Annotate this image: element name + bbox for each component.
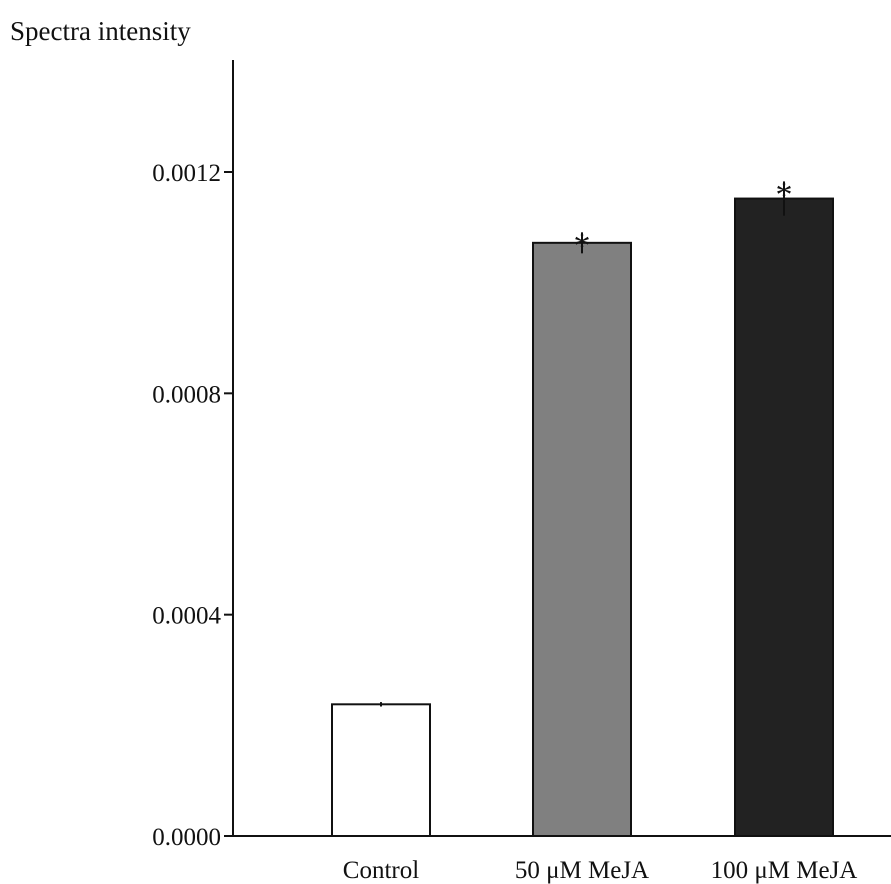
y-tick-label: 0.0000 xyxy=(152,824,221,851)
y-tick-label: 0.0004 xyxy=(152,603,221,630)
y-axis-label: Spectra intensity xyxy=(10,16,191,46)
bar xyxy=(331,703,431,837)
bar xyxy=(734,197,834,837)
x-tick-label: 100 μM MeJA xyxy=(711,857,858,884)
y-axis-ticks: 0.0000 0.0004 0.0008 0.0012 xyxy=(152,160,233,851)
x-tick-label: Control xyxy=(343,857,419,884)
significance-marker: * xyxy=(776,176,793,213)
x-tick-label: 50 μM MeJA xyxy=(515,857,649,884)
y-tick-label: 0.0008 xyxy=(152,381,221,408)
significance-marker: * xyxy=(574,227,591,264)
x-axis-ticks: Control 50 μM MeJA 100 μM MeJA xyxy=(343,857,858,884)
bars: ** xyxy=(331,176,834,837)
bar xyxy=(532,241,632,837)
y-tick-label: 0.0012 xyxy=(152,160,221,187)
